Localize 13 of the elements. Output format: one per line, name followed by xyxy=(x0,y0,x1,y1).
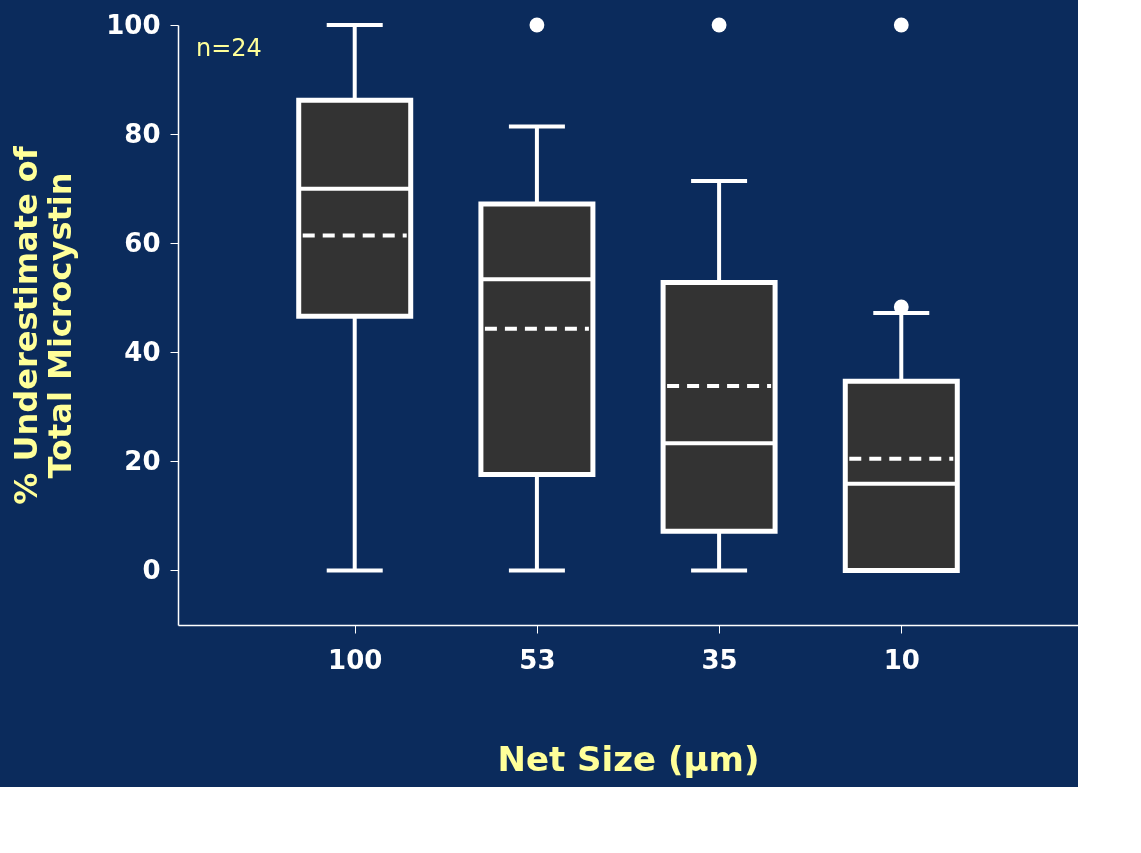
y-tick-label: 60 xyxy=(124,227,161,258)
x-axis-title: Net Size (μm) xyxy=(497,738,760,779)
y-tick-label: 80 xyxy=(124,118,161,149)
x-tick-label: 10 xyxy=(883,644,920,675)
y-tick-label: 0 xyxy=(142,554,161,585)
y-tick-label: 100 xyxy=(106,9,161,40)
y-tick-label: 40 xyxy=(124,336,161,367)
x-tick-label: 53 xyxy=(519,644,556,675)
y-tick-label: 20 xyxy=(124,445,161,476)
x-tick-label: 100 xyxy=(328,644,383,675)
y-axis-title: % Underestimate of Total Microcystin xyxy=(7,145,80,505)
annotation: n=24 xyxy=(196,34,262,62)
x-tick-label: 35 xyxy=(701,644,738,675)
